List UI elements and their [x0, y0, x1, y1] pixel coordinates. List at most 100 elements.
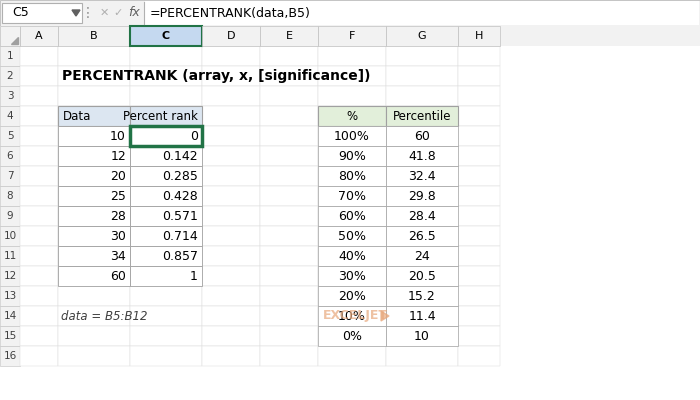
Bar	[58, 86, 130, 106]
Text: 41.8: 41.8	[408, 150, 436, 162]
Bar	[202, 346, 260, 366]
Text: 30: 30	[110, 230, 126, 242]
Bar	[202, 326, 260, 346]
Bar	[386, 266, 458, 286]
Text: E: E	[286, 31, 293, 41]
Bar	[386, 46, 458, 66]
Text: data = B5:B12: data = B5:B12	[61, 310, 148, 322]
Bar	[58, 146, 130, 166]
Bar	[318, 306, 386, 326]
Bar	[458, 246, 500, 266]
Text: 9: 9	[7, 211, 13, 221]
Bar	[58, 246, 130, 266]
Bar	[58, 226, 130, 246]
Bar	[58, 326, 130, 346]
Bar	[130, 206, 202, 226]
Text: 15: 15	[4, 331, 17, 341]
Bar	[202, 286, 260, 306]
Bar	[20, 106, 58, 126]
Bar	[458, 346, 500, 366]
Text: 13: 13	[4, 291, 17, 301]
Bar	[386, 206, 458, 226]
Bar	[58, 346, 130, 366]
Bar	[0, 86, 20, 106]
Bar	[202, 26, 260, 46]
Text: ✓: ✓	[113, 8, 122, 18]
Bar	[386, 26, 458, 46]
Bar	[260, 66, 318, 86]
Text: 29.8: 29.8	[408, 190, 436, 202]
Bar	[2, 3, 82, 23]
Bar	[260, 346, 318, 366]
Bar	[0, 206, 20, 226]
Text: 24: 24	[414, 250, 430, 262]
Bar	[318, 226, 386, 246]
Bar	[386, 166, 458, 186]
Bar	[386, 246, 458, 266]
Bar	[0, 0, 700, 26]
Bar	[20, 86, 58, 106]
Text: 32.4: 32.4	[408, 170, 436, 182]
Bar	[20, 206, 58, 226]
Bar	[260, 306, 318, 326]
Bar	[58, 266, 130, 286]
Bar	[318, 266, 386, 286]
Text: C: C	[162, 31, 170, 41]
Bar	[458, 306, 500, 326]
Bar	[58, 146, 130, 166]
Bar	[130, 266, 202, 286]
Text: PERCENTRANK (array, x, [significance]): PERCENTRANK (array, x, [significance])	[62, 69, 370, 83]
Bar	[202, 46, 260, 66]
Bar	[20, 26, 58, 46]
Bar	[318, 106, 386, 126]
Text: 20%: 20%	[338, 290, 366, 302]
Bar	[130, 146, 202, 166]
Text: 0%: 0%	[342, 330, 362, 342]
Bar	[386, 226, 458, 246]
Bar	[318, 46, 386, 66]
Bar	[130, 126, 202, 146]
Bar	[130, 146, 202, 166]
Bar	[386, 326, 458, 346]
Bar	[202, 86, 260, 106]
Bar	[386, 126, 458, 146]
Bar	[458, 26, 500, 46]
Text: A: A	[35, 31, 43, 41]
Bar	[20, 126, 58, 146]
Text: 10: 10	[110, 130, 126, 142]
Bar	[260, 46, 318, 66]
Bar	[318, 126, 386, 146]
Bar	[58, 286, 130, 306]
Bar	[260, 106, 318, 126]
Bar	[0, 186, 20, 206]
Bar	[386, 306, 458, 326]
Text: 0.571: 0.571	[162, 210, 198, 222]
Bar	[0, 286, 20, 306]
Bar	[0, 326, 20, 346]
Bar	[58, 226, 130, 246]
Bar	[386, 206, 458, 226]
Bar	[20, 66, 58, 86]
Bar	[202, 66, 260, 86]
Bar	[130, 266, 202, 286]
Bar	[318, 126, 386, 146]
Bar	[130, 306, 202, 326]
Bar	[458, 166, 500, 186]
Text: 1: 1	[190, 270, 198, 282]
Bar	[318, 326, 386, 346]
Text: 26.5: 26.5	[408, 230, 436, 242]
Bar	[386, 106, 458, 126]
Bar	[130, 186, 202, 206]
Bar	[318, 186, 386, 206]
Bar	[58, 166, 130, 186]
Bar	[58, 166, 130, 186]
Bar	[458, 326, 500, 346]
Bar	[386, 146, 458, 166]
Bar	[130, 246, 202, 266]
Bar	[260, 326, 318, 346]
Text: D: D	[227, 31, 235, 41]
Text: 34: 34	[111, 250, 126, 262]
Bar	[130, 166, 202, 186]
Bar	[458, 146, 500, 166]
Bar	[20, 326, 58, 346]
